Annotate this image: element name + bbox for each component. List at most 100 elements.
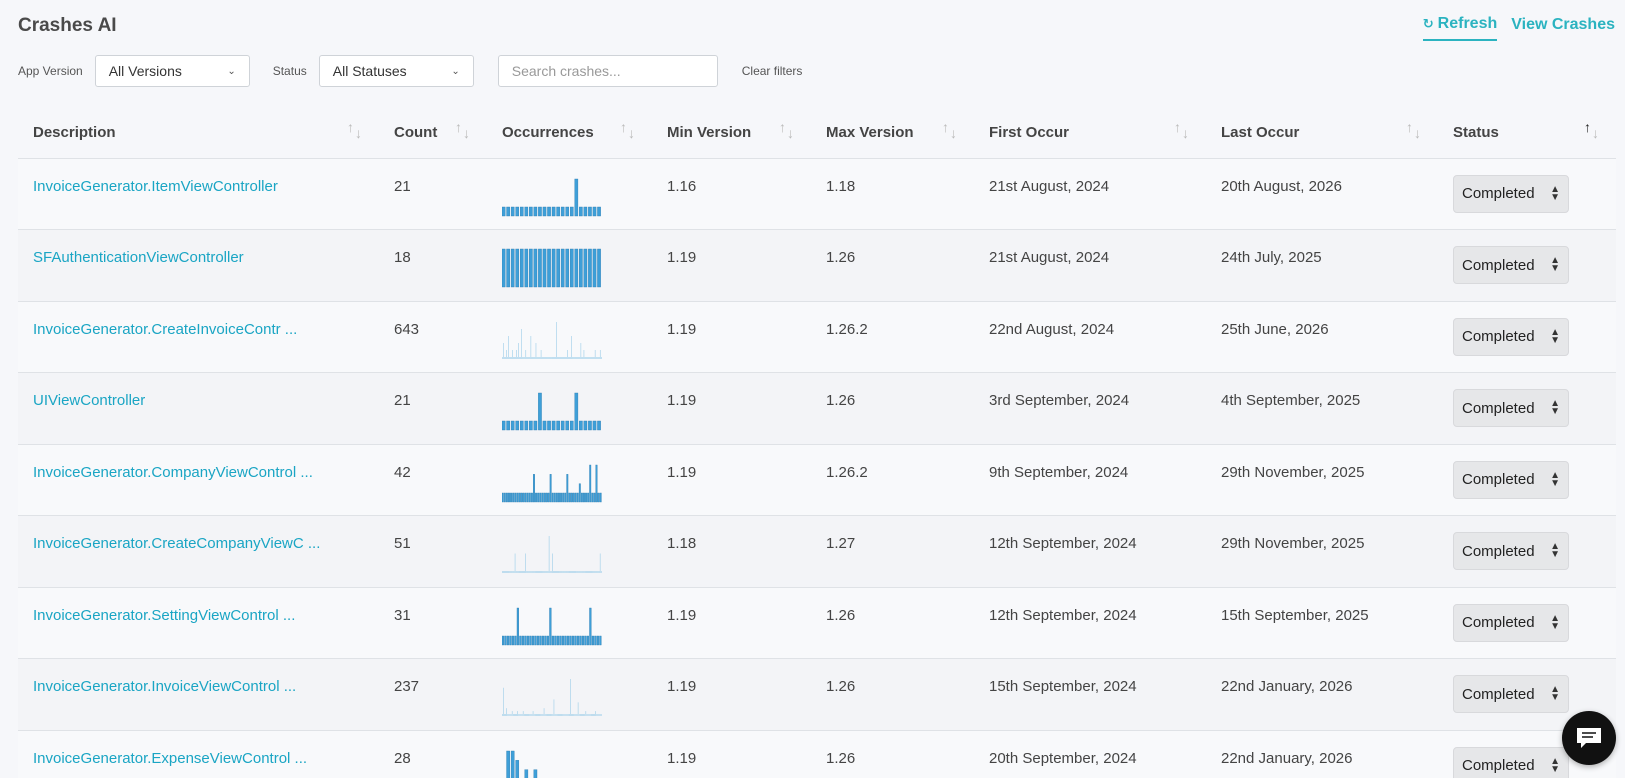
sparkline-bar <box>526 356 528 359</box>
sparkline-bar <box>528 492 531 502</box>
col-header-description[interactable]: Description ↑ ↓ <box>18 108 379 159</box>
sort-icon[interactable]: ↑ ↓ <box>620 119 635 141</box>
sparkline-bar <box>596 714 598 716</box>
sparkline-bar <box>528 356 530 359</box>
sort-icon[interactable]: ↑ ↓ <box>779 119 794 141</box>
sparkline-bar <box>526 635 529 645</box>
sparkline-bar <box>574 635 577 645</box>
sparkline-bar <box>542 714 544 716</box>
sort-icon[interactable]: ↑ ↓ <box>942 119 957 141</box>
row-status-select[interactable]: Completed ▲ ▼ <box>1453 675 1569 713</box>
sparkline-bar <box>589 356 591 359</box>
row-status-select[interactable]: Completed ▲ ▼ <box>1453 603 1569 642</box>
sparkline-bar <box>510 714 512 716</box>
sparkline-bar <box>569 206 574 216</box>
crash-link[interactable]: InvoiceGenerator.CreateInvoiceContr ... <box>33 320 298 338</box>
row-status-select[interactable]: Completed ▲ ▼ <box>1453 746 1569 778</box>
cell-status: Completed ▲ ▼ <box>1438 230 1616 302</box>
sparkline-bar <box>524 356 526 359</box>
sparkline-bar <box>583 420 588 431</box>
crash-link[interactable]: InvoiceGenerator.InvoiceViewControl ... <box>33 678 297 695</box>
refresh-button[interactable]: ↻ Refresh <box>1422 15 1498 41</box>
sparkline-bar <box>539 635 542 645</box>
col-header-last-occur[interactable]: Last Occur ↑ ↓ <box>1206 108 1438 159</box>
sparkline-bar <box>554 714 556 716</box>
cell-status: Completed ▲ ▼ <box>1438 444 1616 516</box>
sparkline-bar <box>506 750 510 778</box>
cell-min-version: 1.19 <box>667 392 697 409</box>
crash-link[interactable]: SFAuthenticationViewController <box>33 249 244 266</box>
crash-link[interactable]: InvoiceGenerator.ExpenseViewControl ... <box>33 749 308 767</box>
sort-icon[interactable]: ↑ ↓ <box>1174 119 1189 141</box>
clear-filters-link[interactable]: Clear filters <box>741 64 803 78</box>
sparkline-bar <box>586 714 588 716</box>
col-header-status[interactable]: Status ↑ ↓ <box>1438 108 1616 159</box>
sparkline-bar <box>541 492 544 502</box>
sparkline-bar <box>519 248 524 288</box>
sparkline-bar <box>554 356 555 359</box>
sparkline-bar <box>533 356 535 359</box>
sparkline-bar <box>560 420 565 431</box>
chat-button[interactable] <box>1562 711 1616 765</box>
cell-min-version: 1.18 <box>667 535 697 552</box>
up-down-chevron-icon: ▲ ▼ <box>1550 183 1560 203</box>
sparkline-bar <box>556 571 557 573</box>
sparkline-bar <box>533 768 538 778</box>
row-status-select[interactable]: Completed ▲ ▼ <box>1453 460 1569 499</box>
sparkline-bar <box>506 420 510 431</box>
sort-icon[interactable]: ↑ ↓ <box>347 119 362 141</box>
sparkline-bar <box>571 635 574 645</box>
sort-icon[interactable]: ↑ ↓ <box>1406 119 1421 141</box>
view-crashes-button[interactable]: View Crashes <box>1511 16 1615 33</box>
sparkline-bar <box>513 571 515 573</box>
col-header-min-version[interactable]: Min Version ↑ ↓ <box>652 108 811 159</box>
sort-icon[interactable]: ↑ ↓ <box>1584 119 1599 141</box>
crash-link[interactable]: InvoiceGenerator.CreateCompanyViewC ... <box>33 535 321 552</box>
sparkline-bar <box>563 714 565 716</box>
row-status-value: Completed <box>1462 185 1535 202</box>
app-version-select[interactable]: All Versions ⌄ <box>94 55 250 87</box>
chevron-down-icon: ⌄ <box>451 65 460 77</box>
sparkline-bar <box>533 248 538 288</box>
sparkline-bar <box>542 571 544 573</box>
sparkline-bar <box>583 206 588 216</box>
sparkline-bar <box>503 492 506 502</box>
crash-link[interactable]: InvoiceGenerator.CompanyViewControl ... <box>33 463 313 481</box>
sparkline-bar <box>591 356 593 359</box>
row-status-select[interactable]: Completed ▲ ▼ <box>1453 532 1569 570</box>
crash-link[interactable]: InvoiceGenerator.ItemViewController <box>33 177 278 195</box>
up-down-chevron-icon: ▲ ▼ <box>1550 326 1560 346</box>
sparkline-bar <box>558 356 559 359</box>
crash-link[interactable]: UIViewController <box>33 392 146 409</box>
sparkline-bar <box>547 714 548 716</box>
sparkline-bar <box>564 571 566 573</box>
col-header-max-version[interactable]: Max Version ↑ ↓ <box>811 108 974 159</box>
sparkline-bar <box>531 714 533 716</box>
row-status-value: Completed <box>1462 757 1535 774</box>
sort-icon[interactable]: ↑ ↓ <box>455 119 470 141</box>
row-status-select[interactable]: Completed ▲ ▼ <box>1453 174 1569 213</box>
status-select[interactable]: All Statuses ⌄ <box>318 55 474 87</box>
cell-description: InvoiceGenerator.SettingViewControl ... <box>18 587 379 659</box>
sparkline-bar <box>511 635 514 645</box>
row-status-select[interactable]: Completed ▲ ▼ <box>1453 317 1569 356</box>
crash-link[interactable]: InvoiceGenerator.SettingViewControl ... <box>33 606 296 624</box>
row-status-select[interactable]: Completed ▲ ▼ <box>1453 246 1569 284</box>
sparkline-bar <box>595 464 598 502</box>
cell-first-occur: 12th September, 2024 <box>989 606 1137 624</box>
row-status-select[interactable]: Completed ▲ ▼ <box>1453 389 1569 427</box>
search-input[interactable] <box>497 55 718 87</box>
col-header-first-occur[interactable]: First Occur ↑ ↓ <box>974 108 1206 159</box>
occurrences-sparkline <box>501 178 601 216</box>
col-header-occurrences[interactable]: Occurrences ↑ ↓ <box>487 108 652 159</box>
sparkline-bar <box>556 321 557 359</box>
cell-max-version: 1.26 <box>826 678 856 695</box>
sparkline-bar <box>574 571 575 573</box>
sparkline-bar <box>570 679 571 716</box>
sparkline-bar <box>594 714 595 716</box>
sparkline-bar <box>585 711 587 716</box>
up-down-chevron-icon: ▲ ▼ <box>1550 541 1560 560</box>
sparkline-bar <box>535 342 537 359</box>
col-header-count[interactable]: Count ↑ ↓ <box>379 108 487 159</box>
sparkline-bar <box>561 714 562 716</box>
